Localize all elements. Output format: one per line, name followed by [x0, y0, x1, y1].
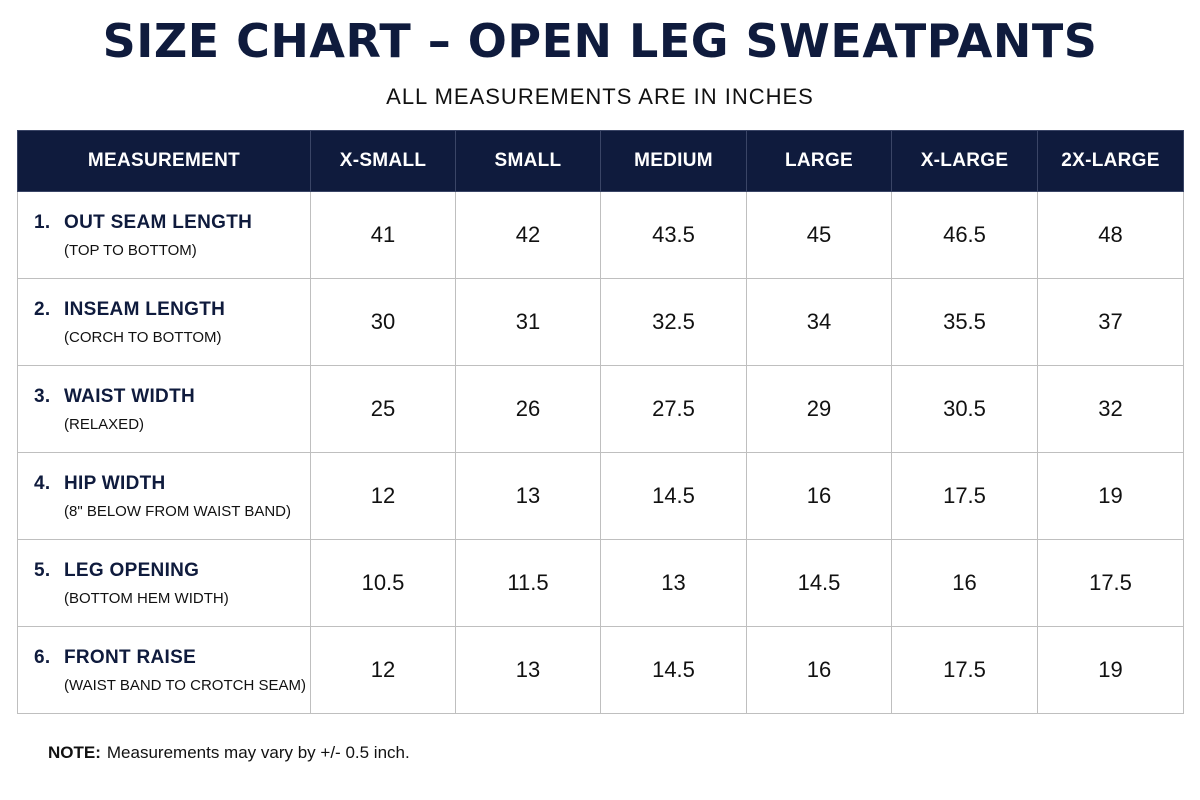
- value-cell: 14.5: [600, 452, 747, 540]
- measurement-title: INSEAM LENGTH: [64, 298, 226, 320]
- measurement-cell: 2. INSEAM LENGTH (CORCH TO BOTTOM): [17, 278, 311, 366]
- value-cell: 10.5: [310, 539, 456, 627]
- measurement-number: 1.: [34, 211, 51, 233]
- value-cell: 35.5: [891, 278, 1038, 366]
- value-cell: 43.5: [600, 191, 747, 279]
- measurement-number: 6.: [34, 646, 51, 668]
- measurement-name: 3. WAIST WIDTH: [34, 386, 310, 408]
- value-cell: 12: [310, 452, 456, 540]
- measurement-number: 5.: [34, 559, 51, 581]
- page-subtitle: ALL MEASUREMENTS ARE IN INCHES: [386, 84, 814, 109]
- measurement-name: 2. INSEAM LENGTH: [34, 299, 310, 321]
- value-cell: 46.5: [891, 191, 1038, 279]
- measurement-number: 3.: [34, 385, 51, 407]
- value-cell: 17.5: [1037, 539, 1184, 627]
- value-cell: 48: [1037, 191, 1184, 279]
- column-header-x-small: X-SMALL: [310, 130, 456, 192]
- measurement-title: OUT SEAM LENGTH: [64, 211, 253, 233]
- measurement-title: WAIST WIDTH: [64, 385, 196, 407]
- value-cell: 11.5: [455, 539, 601, 627]
- value-cell: 31: [455, 278, 601, 366]
- value-cell: 16: [746, 626, 892, 714]
- column-header-small: SMALL: [455, 130, 601, 192]
- value-cell: 12: [310, 626, 456, 714]
- measurement-cell: 4. HIP WIDTH (8" BELOW FROM WAIST BAND): [17, 452, 311, 540]
- measurement-cell: 3. WAIST WIDTH (RELAXED): [17, 365, 311, 453]
- size-chart-table: MEASUREMENT X-SMALL SMALL MEDIUM LARGE X…: [17, 130, 1184, 714]
- value-cell: 16: [746, 452, 892, 540]
- measurement-number: 2.: [34, 298, 51, 320]
- column-header-large: LARGE: [746, 130, 892, 192]
- page-title: SIZE CHART – OPEN LEG SWEATPANTS: [102, 14, 1098, 68]
- value-cell: 17.5: [891, 452, 1038, 540]
- measurement-title: FRONT RAISE: [64, 646, 197, 668]
- footnote: NOTE: Measurements may vary by +/- 0.5 in…: [48, 743, 410, 763]
- value-cell: 16: [891, 539, 1038, 627]
- value-cell: 14.5: [600, 626, 747, 714]
- value-cell: 32.5: [600, 278, 747, 366]
- measurement-detail: (RELAXED): [64, 415, 145, 433]
- measurement-name: 4. HIP WIDTH: [34, 473, 310, 495]
- value-cell: 13: [455, 452, 601, 540]
- measurement-detail: (WAIST BAND TO CROTCH SEAM): [64, 676, 306, 694]
- value-cell: 34: [746, 278, 892, 366]
- table-row: 4. HIP WIDTH (8" BELOW FROM WAIST BAND) 1…: [17, 452, 1184, 540]
- value-cell: 13: [455, 626, 601, 714]
- value-cell: 13: [600, 539, 747, 627]
- value-cell: 32: [1037, 365, 1184, 453]
- table-row: 3. WAIST WIDTH (RELAXED) 25 26 27.5 29 30…: [17, 365, 1184, 453]
- column-header-2x-large: 2X-LARGE: [1037, 130, 1184, 192]
- value-cell: 19: [1037, 626, 1184, 714]
- note-text: Measurements may vary by +/- 0.5 inch.: [106, 743, 410, 762]
- measurement-title: LEG OPENING: [64, 559, 200, 581]
- measurement-cell: 6. FRONT RAISE (WAIST BAND TO CROTCH SEAM…: [17, 626, 311, 714]
- value-cell: 14.5: [746, 539, 892, 627]
- value-cell: 30: [310, 278, 456, 366]
- value-cell: 25: [310, 365, 456, 453]
- value-cell: 29: [746, 365, 892, 453]
- value-cell: 27.5: [600, 365, 747, 453]
- column-header-medium: MEDIUM: [600, 130, 747, 192]
- measurement-name: 1. OUT SEAM LENGTH: [34, 212, 310, 234]
- value-cell: 17.5: [891, 626, 1038, 714]
- measurement-cell: 1. OUT SEAM LENGTH (TOP TO BOTTOM): [17, 191, 311, 279]
- table-row: 6. FRONT RAISE (WAIST BAND TO CROTCH SEAM…: [17, 626, 1184, 714]
- table-row: 5. LEG OPENING (BOTTOM HEM WIDTH) 10.5 11…: [17, 539, 1184, 627]
- measurement-title: HIP WIDTH: [64, 472, 166, 494]
- measurement-name: 6. FRONT RAISE: [34, 647, 310, 669]
- measurement-detail: (8" BELOW FROM WAIST BAND): [64, 502, 292, 520]
- value-cell: 30.5: [891, 365, 1038, 453]
- value-cell: 42: [455, 191, 601, 279]
- column-header-measurement: MEASUREMENT: [17, 130, 311, 192]
- value-cell: 41: [310, 191, 456, 279]
- measurement-name: 5. LEG OPENING: [34, 560, 310, 582]
- value-cell: 19: [1037, 452, 1184, 540]
- measurement-detail: (TOP TO BOTTOM): [64, 241, 197, 259]
- measurement-cell: 5. LEG OPENING (BOTTOM HEM WIDTH): [17, 539, 311, 627]
- value-cell: 45: [746, 191, 892, 279]
- value-cell: 26: [455, 365, 601, 453]
- value-cell: 37: [1037, 278, 1184, 366]
- column-header-x-large: X-LARGE: [891, 130, 1038, 192]
- measurement-detail: (CORCH TO BOTTOM): [64, 328, 222, 346]
- table-row: 1. OUT SEAM LENGTH (TOP TO BOTTOM) 41 42 …: [17, 191, 1184, 279]
- table-row: 2. INSEAM LENGTH (CORCH TO BOTTOM) 30 31 …: [17, 278, 1184, 366]
- measurement-number: 4.: [34, 472, 51, 494]
- measurement-detail: (BOTTOM HEM WIDTH): [64, 589, 229, 607]
- table-header-row: MEASUREMENT X-SMALL SMALL MEDIUM LARGE X…: [17, 130, 1184, 192]
- note-label: NOTE:: [48, 743, 101, 762]
